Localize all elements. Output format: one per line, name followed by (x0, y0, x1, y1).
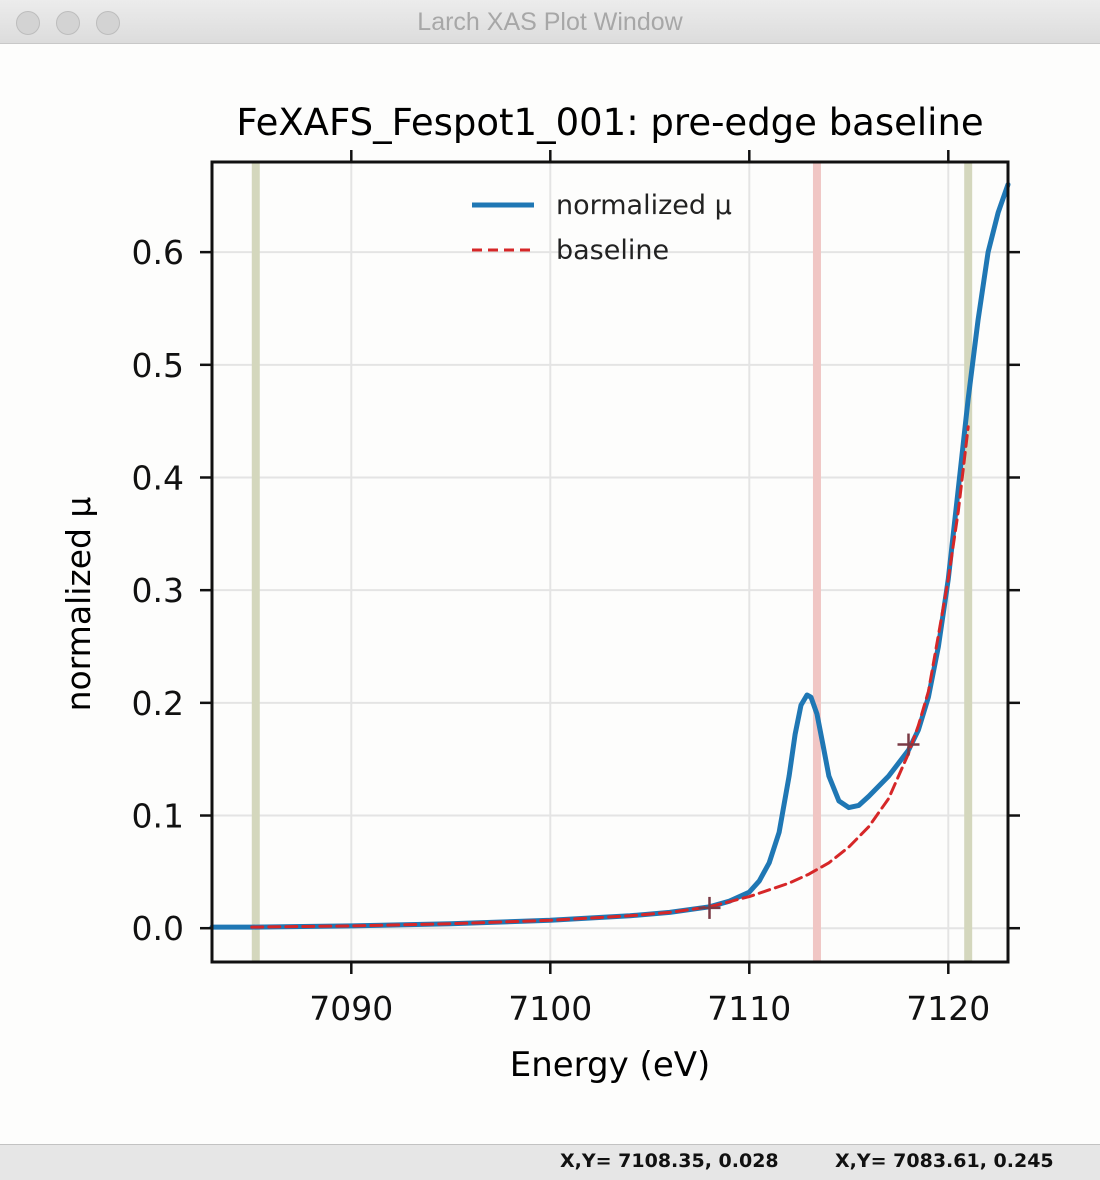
legend-label-normalized-mu: normalized μ (556, 190, 732, 221)
y-tick-label: 0.6 (132, 233, 184, 272)
cursor-readout-1: X,Y= 7108.35, 0.028 (560, 1150, 779, 1172)
close-button[interactable] (16, 11, 40, 35)
status-bar: X,Y= 7108.35, 0.028 X,Y= 7083.61, 0.245 (0, 1144, 1100, 1180)
series-line-baseline (250, 425, 970, 929)
fit-point-marker (897, 733, 920, 756)
chart-title: FeXAFS_Fespot1_001: pre-edge baseline (236, 101, 983, 144)
zoom-button[interactable] (96, 11, 120, 35)
legend: normalized μ baseline (472, 190, 732, 266)
fit-points (698, 733, 920, 919)
x-tick-label: 7120 (906, 989, 990, 1028)
y-tick-label: 0.1 (132, 797, 184, 836)
x-axis-label: Energy (eV) (510, 1045, 711, 1085)
x-tick-label: 7110 (707, 989, 791, 1028)
x-tick-label: 7090 (309, 989, 393, 1028)
y-tick-label: 0.5 (132, 346, 184, 385)
minimize-button[interactable] (56, 11, 80, 35)
region-markers (251, 162, 973, 962)
window-title: Larch XAS Plot Window (417, 8, 683, 36)
grid (212, 162, 1008, 962)
xas-chart[interactable]: FeXAFS_Fespot1_001: pre-edge baseline En… (0, 44, 1100, 1144)
series-lines (209, 182, 1011, 930)
y-tick-label: 0.0 (132, 909, 184, 948)
y-tick-label: 0.2 (132, 684, 184, 723)
legend-label-baseline: baseline (556, 235, 669, 266)
y-axis-label: normalized μ (59, 497, 98, 712)
x-tick-label: 7100 (508, 989, 592, 1028)
window-titlebar: Larch XAS Plot Window (0, 0, 1100, 44)
y-tick-label: 0.3 (132, 571, 184, 610)
plot-frame (210, 160, 1010, 964)
y-tick-label: 0.4 (132, 458, 184, 497)
plot-canvas[interactable]: FeXAFS_Fespot1_001: pre-edge baseline En… (0, 44, 1100, 1144)
cursor-readout-2: X,Y= 7083.61, 0.245 (835, 1150, 1054, 1172)
fit-point-marker (698, 896, 721, 919)
axes: 7090 7100 7110 7120 0.0 0.1 0.2 0.3 0.4 0.5 0.6 (132, 150, 1020, 1028)
